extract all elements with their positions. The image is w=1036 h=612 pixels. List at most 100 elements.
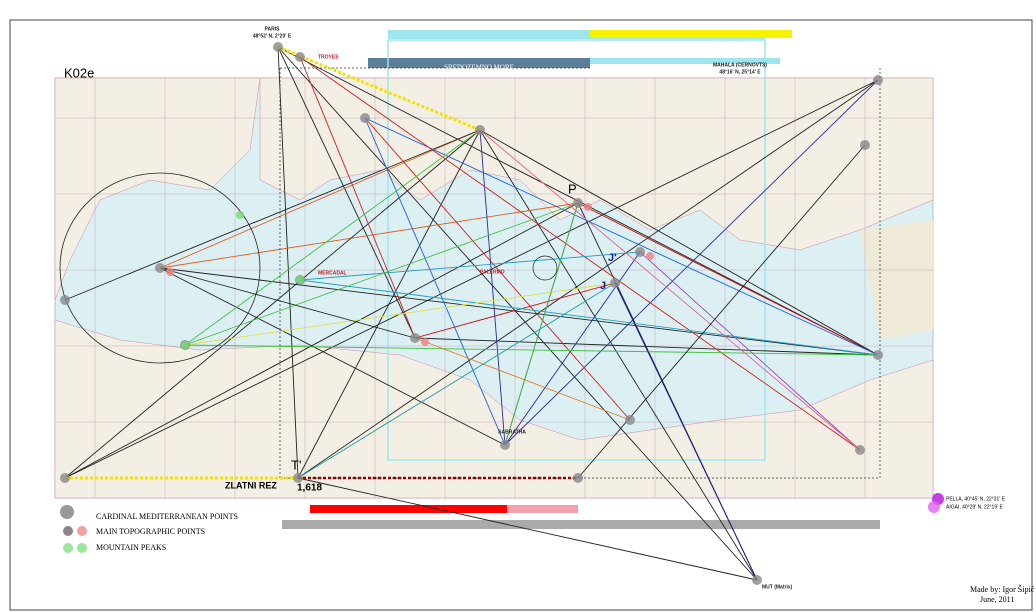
point-label: SABRATHA bbox=[498, 429, 526, 435]
point-coord: 48°16' N, 25°14' E bbox=[719, 69, 761, 75]
point-pink bbox=[421, 338, 429, 346]
construction-line bbox=[64, 202, 579, 479]
author: Made by: Igor Šipić bbox=[970, 585, 1035, 594]
construction-line bbox=[479, 129, 861, 451]
construction-line bbox=[159, 267, 416, 339]
aigai-dot bbox=[928, 501, 940, 513]
construction-line bbox=[297, 79, 879, 479]
point bbox=[60, 473, 70, 483]
aigai-label: AIGAI, 40°29' N, 22°19' E bbox=[946, 504, 1003, 510]
construction-line bbox=[364, 117, 506, 446]
construction-line bbox=[159, 129, 481, 269]
point-green bbox=[236, 211, 244, 219]
golden-ratio: 1,618 bbox=[297, 483, 322, 494]
point-label: TROYES bbox=[318, 54, 339, 60]
point-label: PALERMO bbox=[480, 269, 505, 275]
point-coord: 48°52' N, 2°20' E bbox=[253, 33, 292, 39]
legend-label: MOUNTAIN PEAKS bbox=[96, 543, 166, 552]
construction-line bbox=[577, 202, 879, 356]
point bbox=[635, 247, 645, 257]
point bbox=[873, 350, 883, 360]
point-pink bbox=[646, 252, 654, 260]
graticule bbox=[55, 78, 933, 498]
construction-line bbox=[64, 129, 481, 301]
point-pink bbox=[166, 268, 174, 276]
construction-line bbox=[277, 46, 416, 339]
golden-label: ZLATNI REZ bbox=[225, 480, 277, 490]
construction-line bbox=[184, 344, 879, 356]
construction-line bbox=[414, 337, 879, 356]
point bbox=[573, 473, 583, 483]
point-letter: J bbox=[600, 280, 606, 292]
construction-line bbox=[184, 202, 579, 346]
gray-bar bbox=[368, 58, 590, 68]
gray-bar-bottom bbox=[282, 520, 880, 529]
point-letter: P bbox=[568, 181, 577, 196]
point bbox=[293, 473, 303, 483]
red-bar bbox=[310, 505, 507, 513]
pink-bar bbox=[507, 505, 578, 513]
construction-line bbox=[299, 56, 416, 339]
point-label: MAHALA (CERNOVTS) bbox=[713, 62, 767, 68]
pella-label: PELLA, 40°45' N, 22°31' E bbox=[946, 496, 1006, 502]
construction-line bbox=[297, 477, 758, 581]
point-label: PARIS bbox=[265, 26, 281, 32]
construction-line bbox=[614, 282, 758, 581]
sea-label: SREDOZEMNO MORE bbox=[444, 64, 514, 72]
cyan-box bbox=[387, 39, 766, 461]
construction-lines bbox=[64, 46, 881, 581]
legend-label: CARDINAL MEDITERRANEAN POINTS bbox=[96, 512, 238, 521]
map-code: K02e bbox=[64, 65, 94, 80]
point bbox=[60, 295, 70, 305]
construction-line bbox=[184, 129, 481, 346]
construction-line bbox=[64, 129, 481, 479]
construction-line bbox=[414, 337, 631, 421]
construction-line bbox=[479, 129, 758, 581]
point-label: MUT (Matrix) bbox=[762, 584, 793, 590]
point-letter: T' bbox=[291, 457, 301, 472]
point bbox=[610, 278, 620, 288]
construction-line bbox=[479, 129, 879, 356]
construction-line bbox=[299, 251, 641, 281]
cyan-bar bbox=[388, 30, 765, 39]
cyan-bar-2 bbox=[590, 58, 780, 64]
point bbox=[500, 440, 510, 450]
point bbox=[475, 125, 485, 135]
date: June, 2011 bbox=[980, 595, 1014, 604]
construction-line bbox=[277, 46, 299, 479]
point-letter: J' bbox=[608, 252, 617, 264]
construction-line bbox=[299, 279, 879, 356]
construction-line bbox=[277, 46, 758, 581]
point bbox=[625, 415, 635, 425]
construction-line bbox=[479, 129, 506, 446]
point bbox=[573, 198, 583, 208]
construction-line bbox=[159, 267, 879, 356]
point bbox=[155, 263, 165, 273]
point-green bbox=[296, 276, 304, 284]
points bbox=[60, 42, 883, 585]
construction-line bbox=[504, 79, 879, 446]
yellow-line bbox=[277, 45, 481, 132]
point-label: MERCADAL bbox=[318, 270, 347, 276]
legend-label: MAIN TOPOGRAPHIC POINTS bbox=[96, 527, 205, 536]
construction-line bbox=[414, 282, 616, 339]
point-green bbox=[181, 341, 189, 349]
circle bbox=[59, 172, 261, 364]
construction-line bbox=[364, 117, 631, 421]
point bbox=[360, 113, 370, 123]
construction-line bbox=[184, 282, 616, 346]
construction-line bbox=[159, 267, 506, 446]
point bbox=[410, 333, 420, 343]
construction-line bbox=[297, 282, 616, 479]
construction-line bbox=[364, 117, 879, 356]
legend: CARDINAL MEDITERRANEAN POINTS MAIN TOPOG… bbox=[60, 505, 238, 553]
construction-line bbox=[639, 251, 861, 451]
point-pink bbox=[584, 203, 592, 211]
yellow-bar bbox=[590, 30, 792, 38]
point bbox=[273, 42, 283, 52]
construction-line bbox=[299, 56, 861, 451]
point bbox=[873, 75, 883, 85]
point bbox=[860, 140, 870, 150]
circle-small bbox=[532, 255, 558, 281]
